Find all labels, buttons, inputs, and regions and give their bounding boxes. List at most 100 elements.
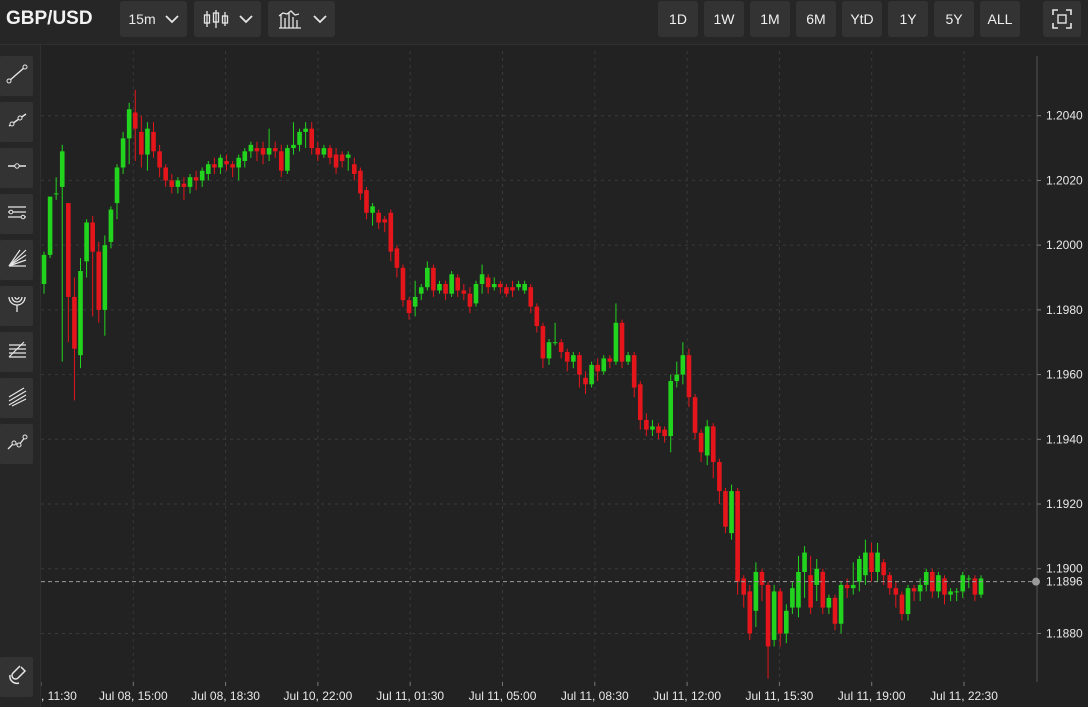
- parallel-channel-tool[interactable]: [0, 194, 33, 234]
- candle: [278, 144, 284, 178]
- range-all-button[interactable]: ALL: [980, 1, 1020, 37]
- candle-body: [443, 283, 448, 294]
- fullscreen-button[interactable]: [1043, 1, 1081, 37]
- candle: [881, 559, 886, 585]
- trend-line-tool[interactable]: [0, 56, 33, 96]
- candle-body: [942, 578, 947, 595]
- current-price-label: 1.1896: [1046, 575, 1083, 589]
- price-axis: 1.2040 1.2020 1.2000 1.1980 1.1960 1.1940 1.19…: [1037, 109, 1083, 640]
- candle: [917, 578, 923, 602]
- range-6m-button[interactable]: 6M: [796, 1, 836, 37]
- candle: [552, 322, 558, 346]
- candle-body: [844, 584, 850, 589]
- candle: [479, 264, 485, 294]
- current-price-marker: 1.1896: [41, 574, 1085, 589]
- fan-icon: [6, 247, 28, 274]
- candle: [126, 102, 132, 165]
- fibonacci-tool[interactable]: [0, 332, 33, 372]
- candle-body: [199, 170, 205, 181]
- candle-body: [783, 610, 789, 634]
- candle: [291, 122, 296, 155]
- candle: [680, 342, 686, 385]
- candle-body: [224, 161, 229, 165]
- candle: [558, 338, 564, 359]
- candle: [254, 141, 260, 162]
- candle-body: [449, 274, 454, 294]
- candle-body: [163, 167, 168, 181]
- candle: [157, 144, 162, 178]
- candle-body: [370, 206, 375, 213]
- candle-body: [729, 491, 734, 534]
- range-5y-button[interactable]: 5Y: [934, 1, 974, 37]
- time-tick-label: Jul 11, 22:30: [930, 689, 998, 703]
- candle: [443, 280, 448, 301]
- chevron-down-icon: [312, 14, 327, 24]
- candle: [90, 216, 95, 317]
- parallel-channel-icon: [6, 201, 28, 228]
- current-price-dot: [1032, 577, 1040, 586]
- arc-tool[interactable]: [0, 286, 33, 326]
- candle: [540, 322, 546, 369]
- range-ytd-button[interactable]: YtD: [842, 1, 882, 37]
- path-icon: [6, 431, 28, 458]
- candle: [723, 487, 728, 534]
- price-chart[interactable]: 1.2040 1.2020 1.2000 1.1980 1.1960 1.1940 1.19…: [41, 46, 1088, 707]
- candle: [717, 458, 722, 505]
- candle: [224, 154, 229, 171]
- candle-body: [808, 575, 813, 608]
- candle: [863, 539, 868, 585]
- candle: [297, 128, 302, 152]
- candle: [546, 338, 552, 365]
- candle: [364, 186, 369, 220]
- ray-line-tool[interactable]: [0, 102, 33, 142]
- candle: [650, 419, 655, 437]
- range-1d-button[interactable]: 1D: [658, 1, 698, 37]
- candle-body: [339, 154, 345, 162]
- candle: [869, 542, 874, 582]
- candle: [205, 161, 211, 181]
- ray-line-icon: [6, 109, 28, 136]
- magnet-tool[interactable]: [0, 657, 33, 697]
- range-1w-button[interactable]: 1W: [704, 1, 744, 37]
- candle-body: [881, 562, 886, 576]
- candle-body: [680, 355, 686, 375]
- candle-body: [747, 591, 753, 634]
- candle-body: [893, 588, 899, 595]
- candle-body: [692, 397, 698, 433]
- price-tick-label: 1.1940: [1046, 432, 1083, 446]
- candle: [248, 141, 254, 158]
- candle: [528, 283, 534, 314]
- candle-type-select[interactable]: [194, 1, 261, 37]
- candle: [345, 151, 351, 171]
- candle-body: [838, 584, 844, 624]
- time-tick-label: , 11:30: [41, 689, 77, 703]
- candle: [783, 604, 789, 644]
- candle-body: [157, 151, 162, 168]
- candle: [777, 588, 783, 647]
- candle: [577, 351, 582, 388]
- candle: [108, 206, 114, 249]
- path-tool[interactable]: [0, 424, 33, 464]
- pitchfork-tool[interactable]: [0, 378, 33, 418]
- fan-tool[interactable]: [0, 240, 33, 280]
- candle: [139, 115, 144, 168]
- candle-body: [72, 296, 77, 349]
- interval-select[interactable]: 15m: [120, 1, 187, 37]
- range-1y-button[interactable]: 1Y: [888, 1, 928, 37]
- candle-body: [717, 461, 722, 492]
- horizontal-line-tool[interactable]: [0, 148, 33, 188]
- candle-body: [266, 148, 272, 155]
- chart-type-select[interactable]: [268, 1, 335, 37]
- current-price-box: [1040, 574, 1085, 589]
- candle-body: [564, 351, 570, 362]
- candle: [826, 594, 832, 615]
- candle: [893, 581, 899, 608]
- candle: [619, 319, 625, 369]
- candle: [358, 167, 363, 200]
- candle: [631, 351, 637, 398]
- candle: [504, 283, 509, 297]
- candle: [199, 167, 205, 187]
- candle: [802, 546, 807, 598]
- candle: [790, 581, 795, 615]
- range-1m-button[interactable]: 1M: [750, 1, 790, 37]
